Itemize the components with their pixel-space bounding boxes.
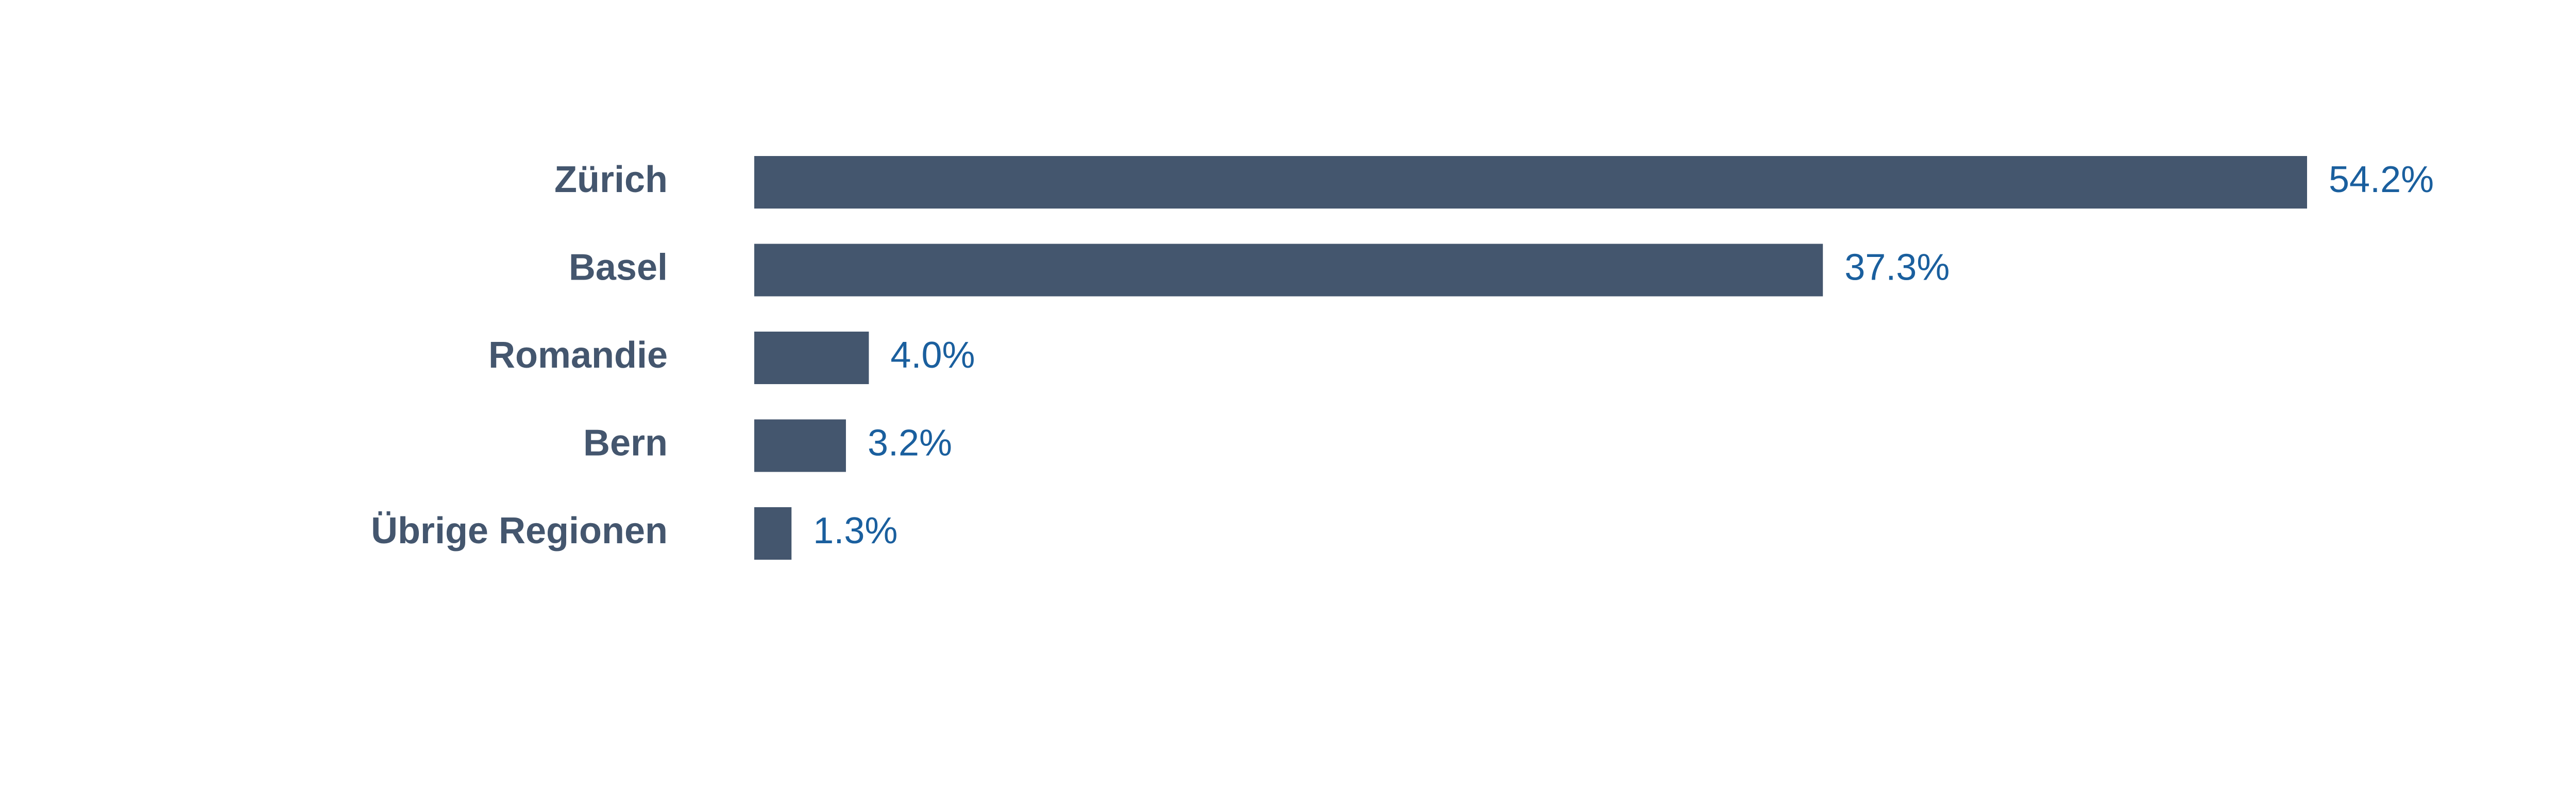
category-label: Bern	[583, 423, 668, 464]
category-label: Übrige Regionen	[371, 510, 668, 551]
bar	[754, 507, 792, 560]
value-label: 4.0%	[890, 335, 975, 376]
bar	[754, 156, 2307, 209]
bar	[754, 244, 1823, 297]
bar	[754, 419, 846, 472]
value-label: 54.2%	[2329, 159, 2434, 200]
category-label: Basel	[569, 247, 668, 288]
value-label: 3.2%	[868, 423, 952, 464]
category-label: Zürich	[554, 159, 668, 200]
value-label: 37.3%	[1844, 247, 1950, 288]
value-label: 1.3%	[813, 510, 897, 551]
category-label: Romandie	[488, 335, 668, 376]
bar	[754, 332, 869, 384]
